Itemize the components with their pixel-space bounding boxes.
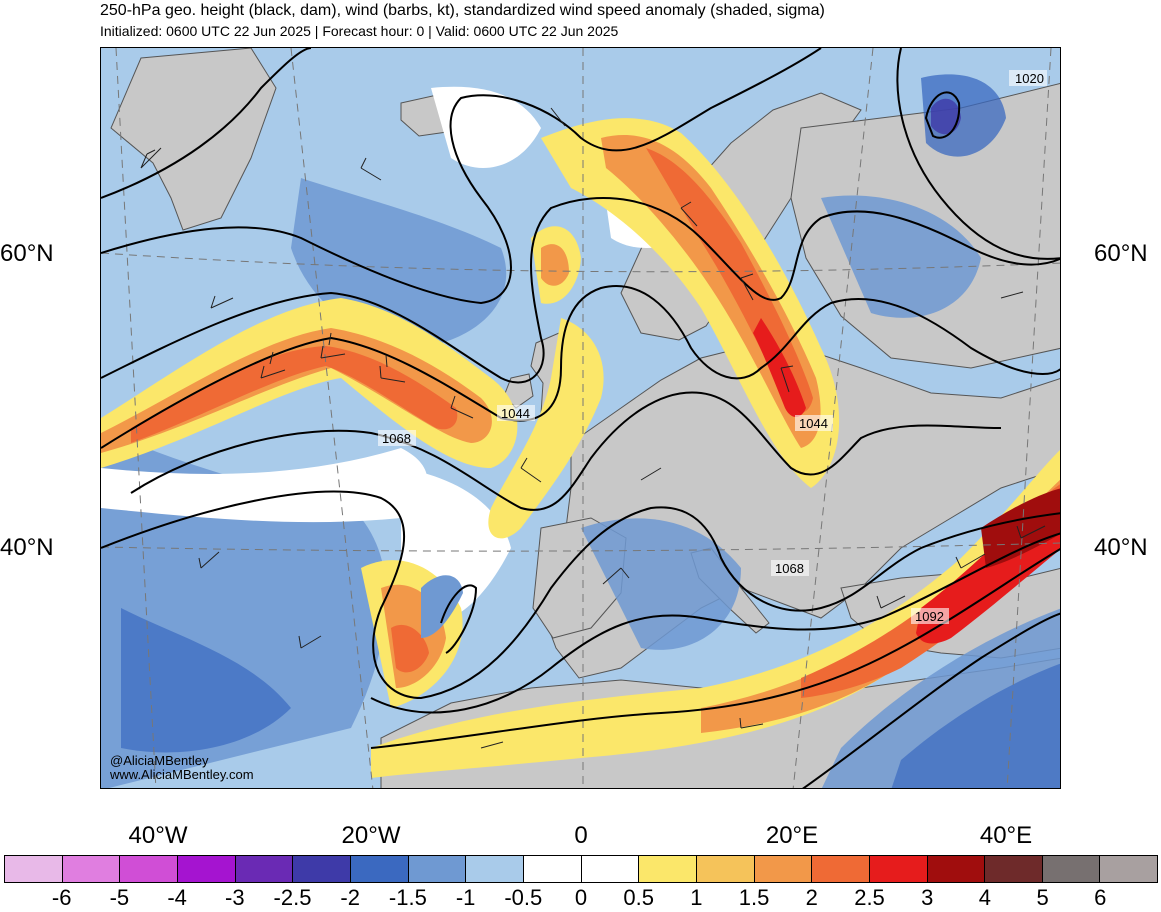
- colorbar-label: -0.5: [504, 885, 543, 910]
- colorbar-label: -2.5: [273, 885, 312, 910]
- credit-website: www.AliciaMBentley.com: [110, 767, 254, 782]
- lon-label-0: 0: [574, 822, 588, 849]
- colorbar-label: -6: [51, 885, 72, 910]
- lat-label-40n-right: 40°N: [1094, 534, 1148, 561]
- lat-label-60n-left: 60°N: [0, 240, 54, 267]
- chart-title: 250-hPa geo. height (black, dam), wind (…: [100, 2, 825, 19]
- colorbar-swatch: [812, 856, 870, 882]
- colorbar-swatch: [639, 856, 697, 882]
- colorbar-label: 2.5: [854, 885, 885, 910]
- lon-label-20e: 20°E: [765, 822, 819, 849]
- colorbar-swatch: [869, 856, 928, 882]
- colorbar-label: -1.5: [388, 885, 427, 910]
- colorbar-swatch: [523, 856, 582, 882]
- colorbar-label: -4: [167, 885, 187, 910]
- graticule: [101, 48, 1060, 788]
- colorbar-swatch: [5, 856, 63, 882]
- colorbar: [4, 855, 1158, 883]
- contour-label-1020: 1020: [1015, 71, 1044, 86]
- colorbar-swatch: [466, 856, 524, 882]
- colorbar-label: 0: [574, 885, 588, 910]
- colorbar-swatch: [408, 856, 467, 882]
- colorbar-swatch: [754, 856, 813, 882]
- colorbar-swatch: [177, 856, 236, 882]
- colorbar-swatch: [696, 856, 755, 882]
- colorbar-swatch: [120, 856, 178, 882]
- colorbar-swatch: [350, 856, 409, 882]
- colorbar-label: -2: [340, 885, 360, 910]
- colorbar-label: 1.5: [738, 885, 770, 910]
- contour-label-group: 1020 1044 1044 1068 1068 1092: [378, 70, 1047, 624]
- colorbar-label: -3: [225, 885, 245, 910]
- colorbar-label: 3: [921, 885, 934, 910]
- lat-label-40n-left: 40°N: [0, 534, 54, 561]
- height-contours: [101, 48, 1060, 788]
- map-canvas: 1020 1044 1044 1068 1068 1092: [101, 48, 1060, 788]
- colorbar-swatch: [293, 856, 351, 882]
- greenland: [110, 48, 277, 231]
- colorbar-swatch: [235, 856, 294, 882]
- wind-barbs: [140, 107, 1046, 749]
- colorbar-label: -1: [455, 885, 476, 910]
- contour-label-1044-east: 1044: [799, 416, 828, 431]
- colorbar-label: 4: [978, 885, 992, 910]
- contour-label-1068-east: 1068: [775, 561, 804, 576]
- contour-label-1092: 1092: [915, 609, 944, 624]
- colorbar-swatch: [985, 856, 1043, 882]
- lat-label-60n-right: 60°N: [1094, 240, 1148, 267]
- weather-map: 1020 1044 1044 1068 1068 1092: [100, 47, 1061, 789]
- negative-anomaly-shading: [101, 74, 1060, 788]
- lon-label-40w: 40°W: [128, 822, 188, 849]
- colorbar-label: 5: [1036, 885, 1049, 910]
- colorbar-label: 0.5: [623, 885, 654, 910]
- colorbar-swatch: [1042, 856, 1101, 882]
- colorbar-swatch: [581, 856, 640, 882]
- contour-label-1068-west: 1068: [382, 431, 411, 446]
- colorbar-label: -5: [109, 885, 130, 910]
- contour-label-1044-west: 1044: [501, 406, 530, 421]
- credit-handle: @AliciaMBentley: [110, 753, 209, 768]
- colorbar-label: 6: [1094, 885, 1107, 910]
- colorbar-label: 1: [690, 885, 703, 910]
- lon-label-40e: 40°E: [979, 822, 1033, 849]
- colorbar-swatch: [62, 856, 121, 882]
- colorbar-label: 2: [805, 885, 818, 910]
- colorbar-swatch: [1100, 856, 1158, 882]
- lon-label-20w: 20°W: [341, 822, 401, 849]
- chart-subtitle: Initialized: 0600 UTC 22 Jun 2025 | Fore…: [100, 23, 619, 39]
- colorbar-swatch: [927, 856, 986, 882]
